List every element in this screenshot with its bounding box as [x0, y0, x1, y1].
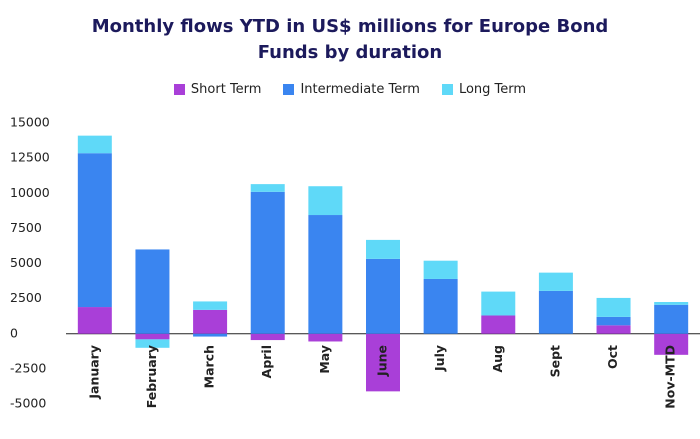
bar-segment [596, 325, 631, 334]
chart-title: Monthly flows YTD in US$ millions for Eu… [91, 16, 609, 63]
x-tick-label: Oct [605, 345, 620, 369]
y-tick-label: 5000 [10, 255, 42, 270]
bar-segment [77, 135, 112, 154]
x-tick-label: July [432, 345, 447, 372]
bar-segment [193, 333, 228, 337]
y-tick-label: -2500 [10, 360, 46, 375]
bar-segment [423, 278, 458, 334]
y-tick-label: 2500 [10, 290, 42, 305]
legend-item: Short Term [173, 82, 262, 97]
bar-segment [366, 258, 400, 334]
legend-item: Long Term [441, 82, 527, 97]
x-tick-label: Aug [490, 345, 505, 373]
bar-segment [193, 301, 228, 310]
bar-segment [423, 260, 458, 279]
x-tick-label: Sept [547, 345, 562, 377]
bar-segment [77, 307, 112, 334]
bar-segment [538, 290, 573, 334]
bar-segment [193, 309, 228, 334]
bar-segment [654, 333, 689, 355]
bar-segment [481, 291, 516, 316]
x-tick-label: May [317, 345, 332, 374]
x-tick-label: March [202, 345, 217, 388]
x-tick-label: February [144, 345, 159, 408]
x-tick-label: Nov-MTD [663, 345, 678, 409]
legend-label: Long Term [458, 82, 527, 97]
bar-segment [250, 333, 285, 341]
y-tick-label: 10000 [10, 185, 50, 200]
y-tick-label: 15000 [10, 115, 50, 130]
bar-segment [538, 272, 573, 291]
y-tick-label: 7500 [10, 220, 42, 235]
x-tick-label: June [375, 345, 390, 377]
bar-segment [654, 301, 689, 305]
bar-segment [366, 239, 400, 259]
bar-segment [250, 191, 285, 334]
y-tick-label: 12500 [10, 150, 50, 165]
legend-label: Intermediate Term [300, 82, 420, 97]
x-tick-label: April [259, 345, 274, 378]
bar-segment [250, 184, 285, 192]
legend: Short Term Intermediate Term Long Term [0, 82, 700, 97]
bar-segment [654, 304, 689, 334]
bar-segment [135, 333, 170, 340]
bar-segment [481, 315, 516, 334]
legend-swatch [441, 84, 453, 95]
y-tick-label: -5000 [10, 396, 46, 411]
legend-item: Intermediate Term [283, 82, 420, 97]
bar-segment [596, 297, 631, 317]
bar-segment [77, 153, 112, 308]
legend-swatch [283, 84, 295, 95]
bar-segment [308, 333, 343, 342]
legend-label: Short Term [190, 82, 262, 97]
y-tick-label: 0 [10, 325, 18, 340]
bar-segment [308, 186, 343, 216]
bar-segment [366, 333, 400, 392]
bar-segment [135, 339, 170, 348]
x-tick-label: January [86, 345, 101, 400]
legend-swatch [173, 84, 185, 95]
bar-segment [596, 316, 631, 326]
bar-segment [135, 249, 170, 334]
bar-segment [308, 215, 343, 334]
